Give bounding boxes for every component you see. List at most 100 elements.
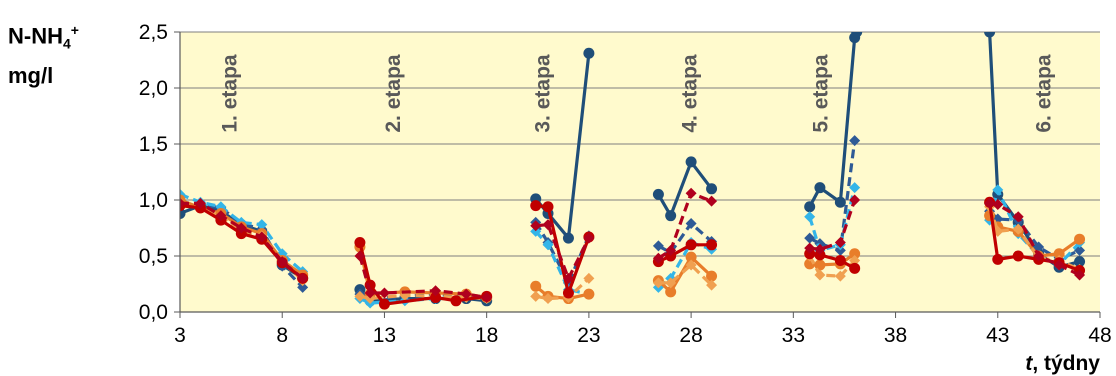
data-point	[849, 254, 861, 266]
data-point	[256, 231, 268, 243]
data-point	[804, 248, 816, 260]
series-line	[535, 277, 590, 301]
data-point	[804, 232, 816, 244]
data-point	[1053, 248, 1065, 260]
data-point	[665, 210, 677, 222]
data-point	[652, 188, 664, 200]
y-tick-label: 1,5	[139, 133, 168, 156]
data-point	[276, 256, 288, 268]
y-tick-label: 2,5	[139, 21, 168, 44]
series-line	[535, 223, 591, 280]
data-point	[706, 183, 718, 195]
data-point	[530, 225, 542, 237]
y-axis-label-sub: 4	[63, 35, 71, 52]
data-point	[354, 290, 366, 302]
data-point	[992, 184, 1004, 196]
data-point	[706, 195, 718, 207]
x-axis-label: t, týdny	[1025, 352, 1100, 376]
series-line	[358, 255, 487, 300]
data-point	[276, 248, 288, 260]
data-point	[992, 198, 1004, 210]
series-line	[657, 191, 713, 260]
data-point	[685, 218, 697, 230]
data-point	[1012, 250, 1024, 262]
data-point	[542, 219, 554, 231]
data-point	[1033, 241, 1045, 253]
series-line	[534, 230, 590, 296]
x-tick-label: 33	[782, 324, 805, 347]
data-point	[652, 277, 664, 289]
series-layer	[180, 32, 1086, 310]
data-point	[665, 286, 677, 298]
data-point	[834, 196, 846, 208]
plot-area	[180, 32, 1100, 312]
y-axis-label-main: N-NH	[8, 23, 63, 49]
data-point	[804, 201, 816, 213]
series-line	[657, 160, 713, 218]
data-point	[583, 272, 595, 284]
data-point	[235, 222, 247, 234]
series-line	[658, 263, 713, 287]
x-tick-labels: 3 8 13 18 23 28 33 38 43 48	[174, 324, 1112, 347]
data-point	[814, 259, 826, 271]
series-line	[657, 255, 713, 294]
data-point	[430, 291, 442, 303]
data-point	[542, 201, 554, 213]
data-point	[530, 200, 542, 212]
y-tick-label: 1,0	[139, 189, 168, 212]
stage-label: 5. etapa	[810, 54, 833, 133]
series-7	[180, 187, 1086, 303]
data-point	[1053, 259, 1065, 271]
data-point	[1074, 233, 1086, 245]
data-point	[297, 272, 309, 284]
data-point	[180, 197, 186, 209]
data-point	[378, 287, 390, 299]
data-point	[194, 197, 206, 209]
data-point	[542, 239, 554, 251]
stage-label: 1. etapa	[219, 54, 242, 133]
data-point	[992, 253, 1004, 265]
y-axis-label-sup: +	[70, 22, 79, 38]
data-point	[297, 281, 309, 293]
data-point	[583, 288, 595, 300]
data-point	[849, 262, 861, 274]
data-point	[354, 237, 366, 249]
y-tick-labels: 0,0 0,5 1,0 1,5 2,0 2,5	[139, 21, 168, 324]
data-point	[364, 293, 376, 305]
data-point	[834, 244, 846, 256]
data-point	[834, 254, 846, 266]
data-point	[849, 194, 861, 206]
x-tick-label: 23	[577, 324, 600, 347]
data-point	[814, 269, 826, 281]
stage-label: 4. etapa	[679, 54, 702, 133]
data-point	[1012, 211, 1024, 223]
x-tick-label: 28	[679, 324, 702, 347]
x-tick-label: 8	[276, 324, 288, 347]
stage-label: 2. etapa	[382, 54, 405, 133]
stage-label: 6. etapa	[1032, 54, 1055, 133]
x-tick-label: 48	[1088, 324, 1111, 347]
data-point	[481, 291, 493, 303]
data-point	[849, 135, 861, 147]
data-point	[814, 243, 826, 255]
series-line	[809, 199, 857, 251]
data-point	[984, 32, 996, 38]
data-point	[665, 244, 677, 256]
data-point	[814, 249, 826, 261]
x-tick-label: 13	[373, 324, 396, 347]
x-tick-label: 3	[174, 324, 186, 347]
data-point	[706, 239, 718, 251]
data-point	[256, 219, 268, 231]
data-point	[562, 232, 574, 244]
data-point	[530, 280, 542, 292]
data-point	[849, 182, 861, 194]
data-point	[685, 239, 697, 251]
data-point	[1074, 256, 1086, 268]
data-point	[665, 277, 677, 289]
y-axis-unit: mg/l	[8, 62, 54, 88]
data-point	[583, 232, 595, 244]
data-point	[706, 279, 718, 291]
y-tick-label: 2,0	[139, 77, 168, 100]
data-point	[562, 272, 574, 284]
